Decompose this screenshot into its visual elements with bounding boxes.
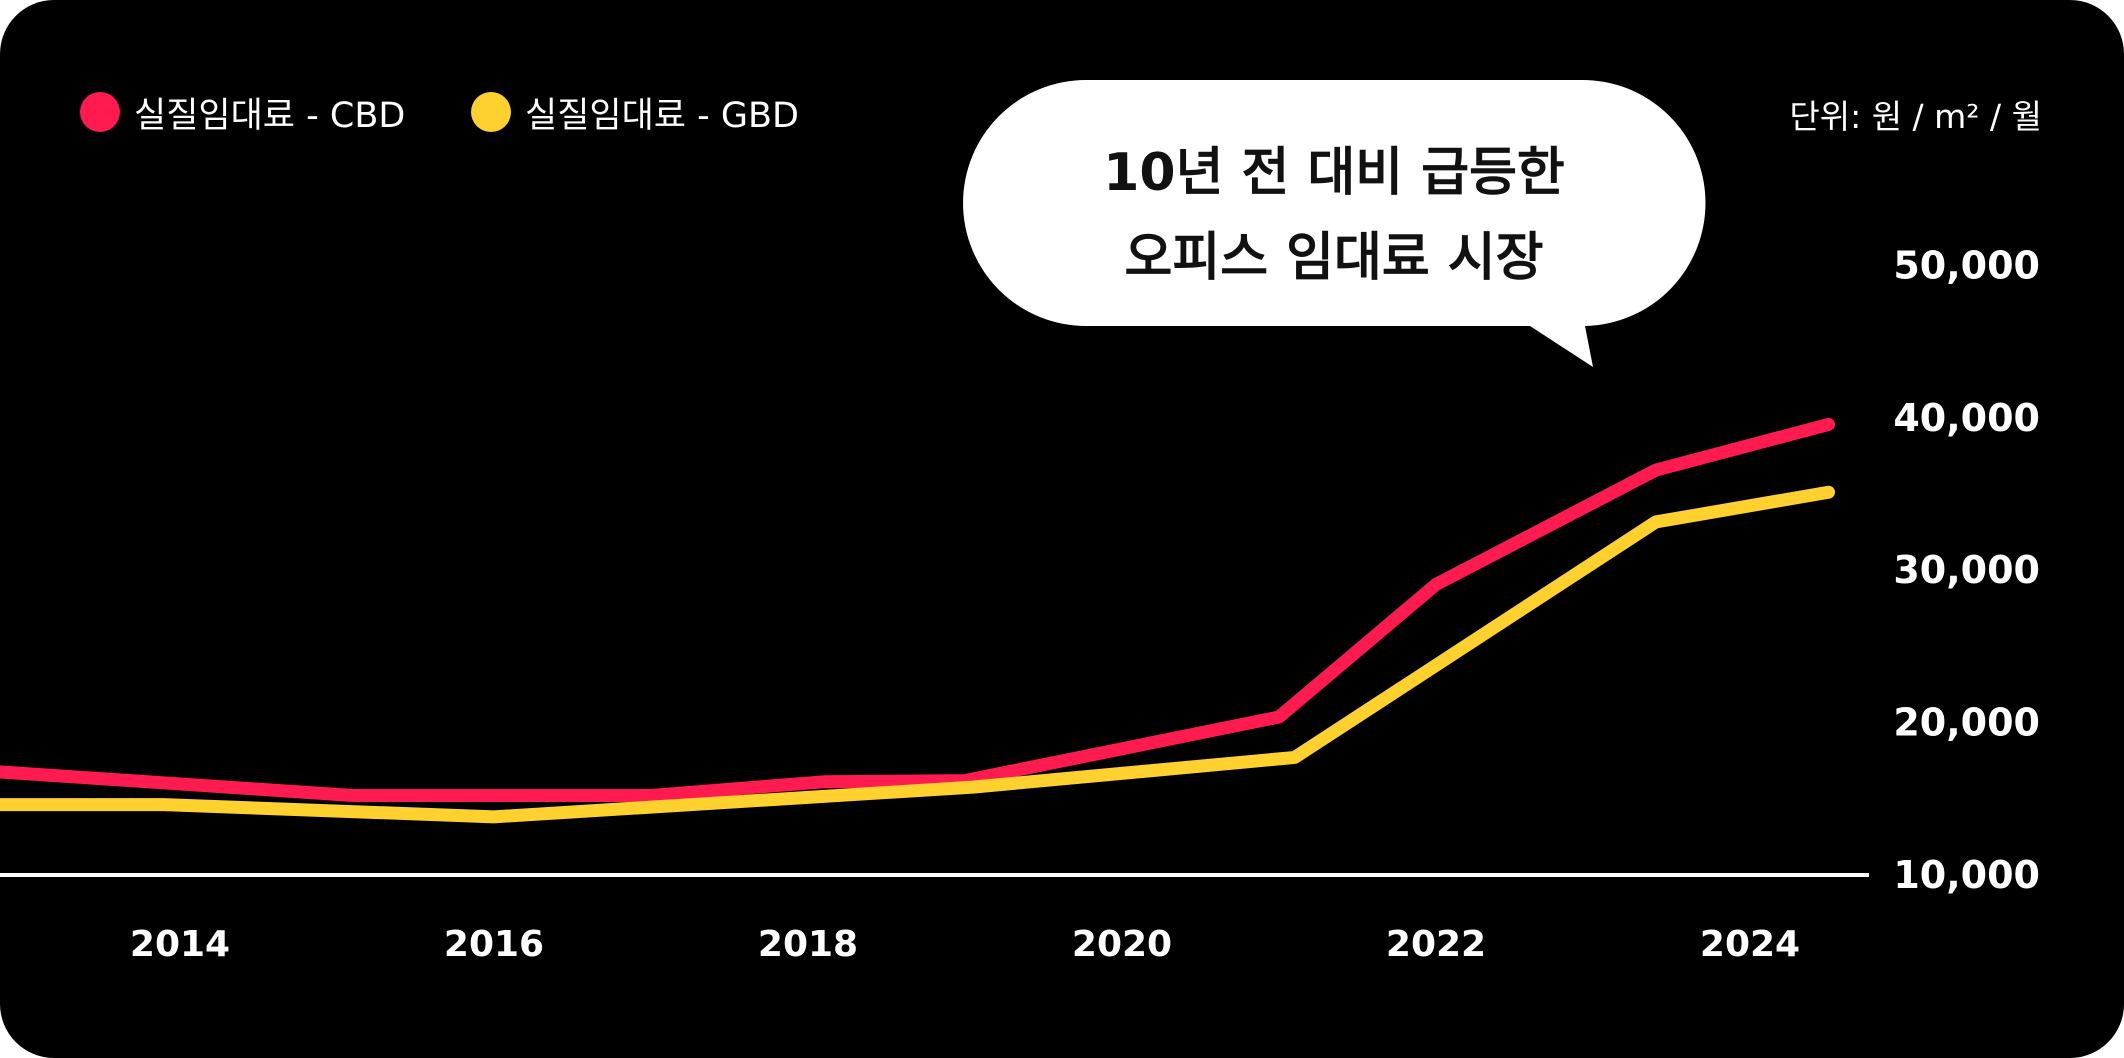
legend-item-cbd: 실질임대료 - CBD — [80, 88, 405, 136]
units-label: 단위: 원 / m² / 월 — [1789, 97, 2042, 136]
legend-label-gbd: 실질임대료 - GBD — [525, 95, 799, 136]
series-line-cbd — [0, 417, 1835, 803]
annotation-line-1: 10년 전 대비 급등한 — [1103, 143, 1565, 203]
x-tick-label: 2022 — [1386, 924, 1486, 965]
legend-swatch-cbd — [80, 92, 120, 132]
y-tick-label: 40,000 — [1893, 396, 2040, 440]
x-tick-label: 2014 — [130, 924, 230, 965]
x-tick-label: 2020 — [1072, 924, 1172, 965]
x-tick-label: 2024 — [1700, 924, 1800, 965]
legend-item-gbd: 실질임대료 - GBD — [471, 88, 799, 136]
legend-label-cbd: 실질임대료 - CBD — [134, 95, 406, 136]
series-line-gbd — [0, 485, 1835, 824]
y-tick-label: 10,000 — [1893, 853, 2040, 897]
y-tick-label: 20,000 — [1893, 701, 2040, 745]
speech-bubble — [963, 79, 1706, 367]
y-tick-label: 50,000 — [1893, 243, 2040, 287]
annotation-line-2: 오피스 임대료 시장 — [1124, 228, 1544, 288]
x-tick-label: 2018 — [758, 924, 858, 965]
legend-swatch-gbd — [471, 92, 511, 132]
y-tick-label: 30,000 — [1893, 548, 2040, 592]
x-tick-label: 2016 — [444, 924, 544, 965]
